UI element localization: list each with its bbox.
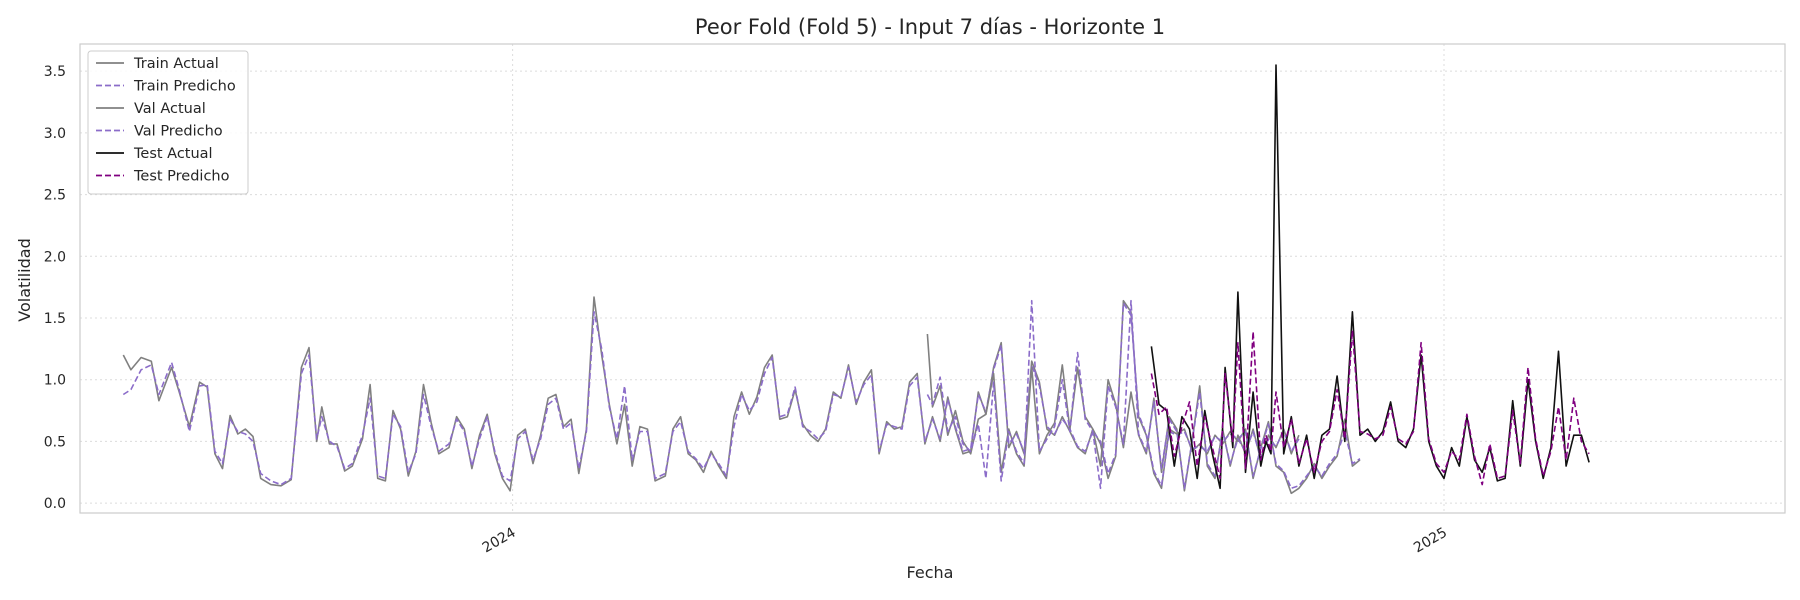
y-tick-label: 1.5 [44, 311, 66, 327]
plot-area-frame [79, 43, 1786, 514]
y-tick-label: 3.5 [44, 64, 66, 80]
legend-label: Val Predicho [134, 124, 223, 140]
chart-title: Peor Fold (Fold 5) - Input 7 días - Hori… [695, 15, 1165, 39]
y-axis-ticks: 0.0 0.5 1.0 1.5 2.0 2.5 3.0 3.5 [44, 64, 66, 512]
y-tick-label: 3.0 [44, 126, 66, 142]
y-tick-label: 0.0 [44, 496, 66, 512]
series-line-train-actual [122, 296, 1361, 495]
y-tick-label: 2.0 [44, 249, 66, 265]
legend-label: Train Actual [133, 56, 219, 72]
legend-label: Train Predicho [133, 79, 236, 95]
series-line-val-predicho [926, 299, 1300, 490]
series-line-train-predicho [122, 302, 1361, 490]
series-line-val-actual [926, 333, 1300, 492]
x-axis-label: Fecha [907, 563, 954, 582]
legend-box [87, 50, 249, 195]
grid [80, 44, 1785, 513]
legend-label: Test Actual [133, 146, 213, 162]
legend-label: Val Actual [134, 101, 206, 117]
series-lines [122, 64, 1590, 495]
y-tick-label: 1.0 [44, 373, 66, 389]
y-axis-label: Volatilidad [15, 238, 34, 321]
legend: Train Actual Train Predicho Val Actual Val … [87, 50, 249, 195]
legend-label: Test Predicho [133, 169, 230, 185]
y-tick-label: 0.5 [44, 434, 66, 450]
series-line-test-predicho [1150, 329, 1590, 486]
y-tick-label: 2.5 [44, 188, 66, 204]
